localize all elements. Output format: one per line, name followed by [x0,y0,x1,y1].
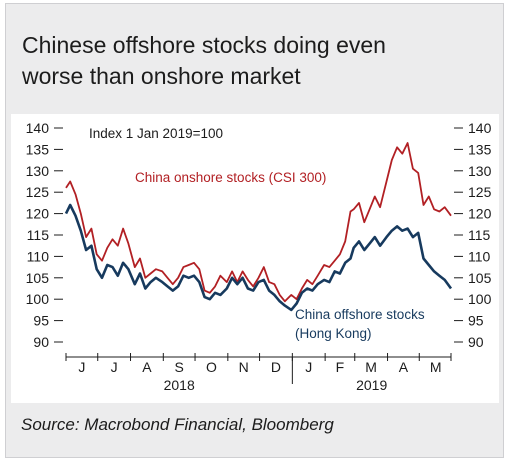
x-month-label: A [142,359,152,375]
y-tick-right: 100 [468,291,492,307]
x-month-label: O [206,359,217,375]
series-label-offshore: China offshore stocks [295,307,425,322]
y-tick-left: 100 [26,291,50,307]
series-label-onshore: China onshore stocks (CSI 300) [135,170,326,185]
y-tick-left: 105 [26,270,50,286]
y-tick-right: 105 [468,270,492,286]
x-month-label: F [336,359,345,375]
x-month-label: J [305,359,312,375]
index-annotation: Index 1 Jan 2019=100 [89,126,223,141]
line-chart: 140 135 130 125 120 115 110 105 100 95 90 140 135 13… [26,120,492,393]
x-year-label: 2018 [164,377,195,393]
title-line-1: Chinese offshore stocks doing even [22,32,386,58]
y-tick-left: 135 [26,141,50,157]
y-tick-right: 120 [468,206,492,222]
x-month-label: D [271,359,281,375]
plot-panel: 140 135 130 125 120 115 110 105 100 95 90 140 135 13… [11,114,499,403]
x-year-label: 2019 [356,377,387,393]
y-tick-right: 95 [468,313,484,329]
chart-title: Chinese offshore stocks doing even worse… [22,30,492,92]
y-tick-right: 90 [468,334,484,350]
y-tick-left: 95 [33,313,49,329]
y-tick-right: 140 [468,120,492,136]
x-month-label: J [111,359,118,375]
series-label-offshore-line2: (Hong Kong) [295,326,372,341]
series-lines [64,142,453,312]
x-month-label: J [78,359,85,375]
y-tick-right: 110 [468,248,491,264]
y-tick-right: 125 [468,184,492,200]
right-axis: 140 135 130 125 120 115 110 105 100 95 90 [454,120,492,350]
y-tick-left: 125 [26,184,50,200]
y-tick-right: 115 [468,227,491,243]
y-tick-left: 115 [27,227,50,243]
x-month-label: M [365,359,377,375]
y-tick-left: 130 [26,163,50,179]
y-tick-right: 130 [468,163,492,179]
source-note: Source: Macrobond Financial, Bloomberg [21,415,334,434]
offshore-series-line [64,203,453,312]
title-line-2: worse than onshore market [22,63,301,89]
x-axis: J J A S O N D J F M A M 2018 2019 [65,353,452,393]
y-tick-right: 135 [468,141,492,157]
onshore-series-line [65,142,452,303]
x-month-label: N [239,359,249,375]
x-month-label: M [430,359,442,375]
x-month-label: A [399,359,409,375]
left-axis: 140 135 130 125 120 115 110 105 100 95 90 [26,120,63,350]
y-tick-left: 90 [33,334,49,350]
y-tick-left: 120 [26,206,50,222]
y-tick-left: 110 [27,248,50,264]
y-tick-left: 140 [26,120,50,136]
x-month-label: S [175,359,184,375]
